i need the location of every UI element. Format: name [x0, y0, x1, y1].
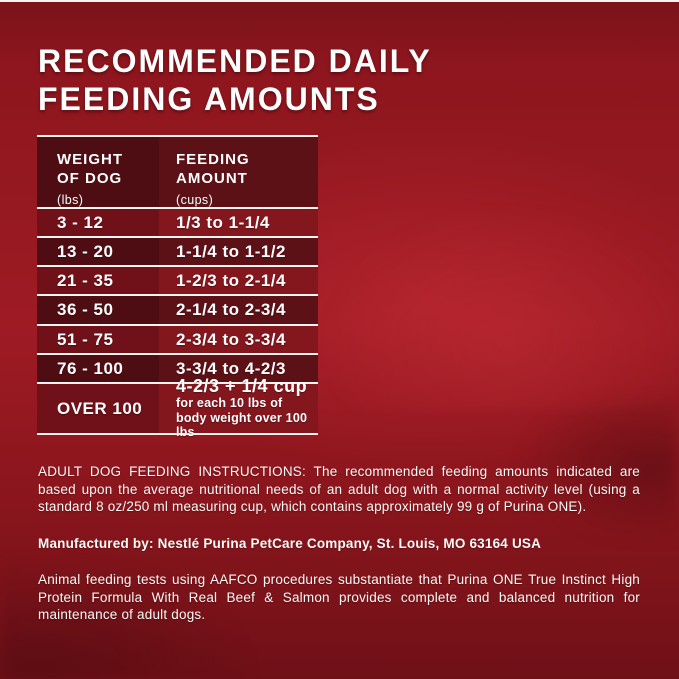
amount-cell: 2-1/4 to 2-3/4: [159, 296, 318, 324]
weight-header-unit: (lbs): [57, 193, 84, 207]
weight-cell: 51 - 75: [37, 326, 159, 353]
table-row: 36 - 50 2-1/4 to 2-3/4: [37, 296, 318, 326]
feeding-instructions-paragraph: ADULT DOG FEEDING INSTRUCTIONS: The reco…: [38, 464, 640, 514]
amount-cell: 4-2/3 + 1/4 cup for each 10 lbs of body …: [159, 377, 318, 439]
amount-cell: 1-1/4 to 1-1/2: [159, 238, 318, 265]
weight-cell: 76 - 100: [37, 355, 159, 382]
weight-cell: 21 - 35: [37, 267, 159, 294]
table-row: 13 - 20 1-1/4 to 1-1/2: [37, 238, 318, 267]
table-row: OVER 100 4-2/3 + 1/4 cup for each 10 lbs…: [37, 377, 318, 439]
weight-cell: OVER 100: [37, 384, 159, 433]
amount-note-line-1: for each 10 lbs of: [176, 396, 283, 411]
table-row: 76 - 100 3-3/4 to 4-2/3: [37, 355, 318, 384]
aafco-statement-paragraph: Animal feeding tests using AAFCO procedu…: [38, 572, 640, 622]
weight-cell: 3 - 12: [37, 209, 159, 236]
amount-note-line-2: body weight over 100 lbs: [176, 410, 308, 440]
top-border-line: [0, 0, 679, 2]
feeding-amounts-table: WEIGHT OF DOG (lbs) FEEDING AMOUNT (cups…: [37, 135, 318, 439]
table-row: 3 - 12 1/3 to 1-1/4: [37, 209, 318, 238]
amount-column-header: FEEDING AMOUNT (cups): [159, 137, 318, 207]
amount-cell: 2-3/4 to 3-3/4: [159, 326, 318, 353]
page-title: RECOMMENDED DAILY FEEDING AMOUNTS: [38, 42, 432, 118]
weight-cell: 36 - 50: [37, 296, 159, 324]
weight-header-line-1: WEIGHT: [57, 151, 123, 168]
weight-header-line-2: OF DOG: [57, 170, 123, 187]
table-row: 21 - 35 1-2/3 to 2-1/4: [37, 267, 318, 296]
page-title-line-2: FEEDING AMOUNTS: [38, 81, 380, 117]
amount-header-line-2: AMOUNT: [176, 170, 248, 187]
weight-column-header: WEIGHT OF DOG (lbs): [37, 137, 159, 207]
amount-cell: 1/3 to 1-1/4: [159, 209, 318, 236]
table-header-row: WEIGHT OF DOG (lbs) FEEDING AMOUNT (cups…: [37, 137, 318, 209]
amount-header-line-1: FEEDING: [176, 151, 250, 168]
amount-header-unit: (cups): [176, 193, 214, 207]
amount-main-value: 4-2/3 + 1/4 cup: [176, 376, 308, 397]
footer-text-block: ADULT DOG FEEDING INSTRUCTIONS: The reco…: [38, 463, 640, 643]
cloud-texture: [300, 190, 679, 410]
weight-cell: 13 - 20: [37, 238, 159, 265]
amount-cell: 3-3/4 to 4-2/3: [159, 355, 318, 382]
manufacturer-line: Manufactured by: Nestlé Purina PetCare C…: [38, 535, 542, 551]
page-title-line-1: RECOMMENDED DAILY: [38, 43, 432, 79]
amount-cell: 1-2/3 to 2-1/4: [159, 267, 318, 294]
table-row: 51 - 75 2-3/4 to 3-3/4: [37, 326, 318, 355]
